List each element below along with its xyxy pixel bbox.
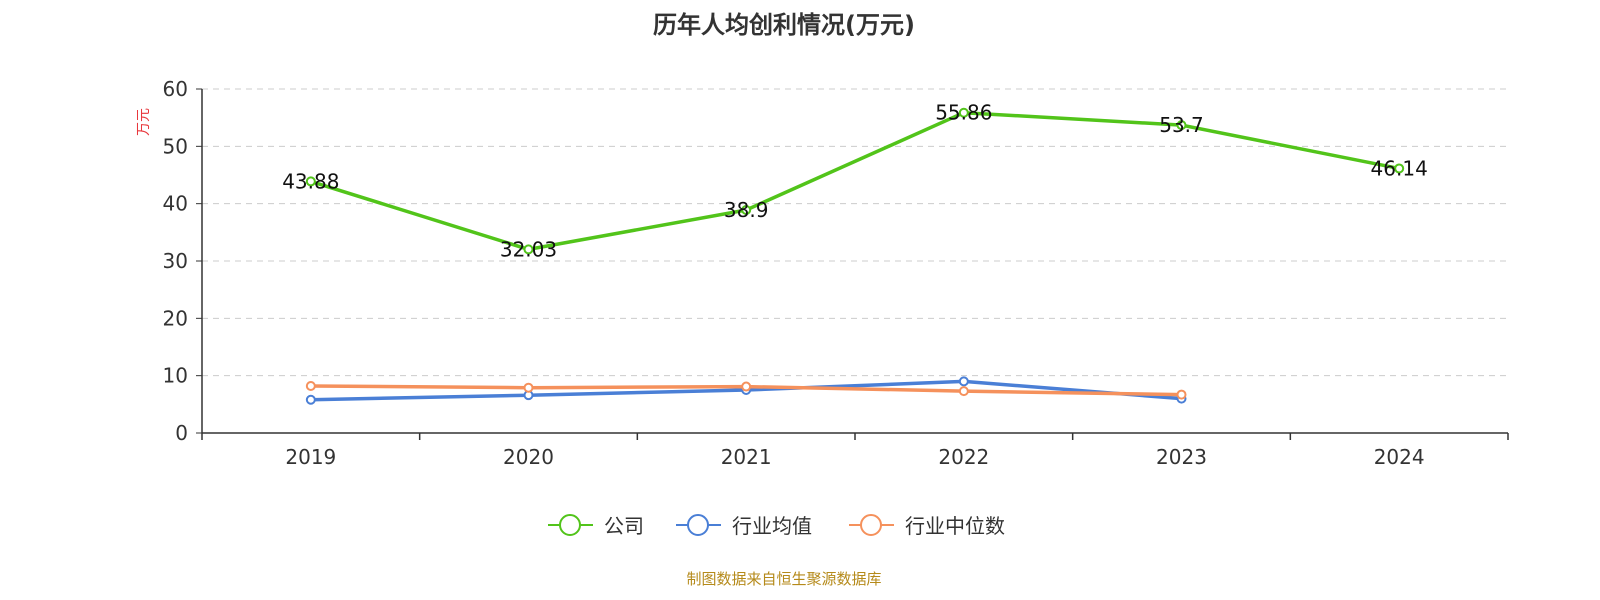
data-label: 38.9 [724, 198, 769, 222]
data-label: 53.7 [1159, 113, 1204, 137]
data-point [958, 107, 969, 118]
x-tick-label: 2019 [285, 445, 336, 469]
data-point [305, 176, 316, 187]
x-tick-label: 2022 [938, 445, 989, 469]
x-tick-label: 2023 [1156, 445, 1207, 469]
data-point [741, 204, 752, 215]
legend-marker [860, 514, 882, 536]
source-note: 制图数据来自恒生聚源数据库 [686, 570, 881, 588]
legend: 公司 行业均值 行业中位数 [548, 514, 1005, 538]
y-tick-label: 60 [163, 77, 188, 101]
series-line [310, 110, 1400, 252]
y-tick-label: 0 [175, 421, 188, 445]
data-point [523, 382, 534, 393]
data-point [958, 386, 969, 397]
gridlines [202, 88, 1508, 377]
legend-marker [687, 514, 709, 536]
chart-title: 历年人均创利情况(万元) [653, 11, 915, 39]
axes: 0 10 20 30 40 50 60 2019 2020 2021 2022 2023 2024 [163, 77, 1509, 469]
y-tick-label: 30 [163, 249, 188, 273]
data-label: 43.88 [282, 169, 339, 193]
legend-label: 行业中位数 [905, 514, 1005, 538]
data-point [305, 380, 316, 391]
data-points [305, 107, 1405, 405]
data-label: 32.03 [500, 237, 557, 261]
data-point [1176, 120, 1187, 131]
x-tick-label: 2020 [503, 445, 554, 469]
data-point [523, 244, 534, 255]
x-tick-label: 2024 [1374, 445, 1425, 469]
legend-label: 行业均值 [732, 514, 812, 538]
data-label: 46.14 [1371, 156, 1428, 180]
y-tick-label: 50 [163, 134, 188, 158]
data-point [1176, 389, 1187, 400]
data-point [741, 381, 752, 392]
data-label: 55.86 [935, 101, 992, 125]
data-point [305, 394, 316, 405]
legend-marker [559, 514, 581, 536]
data-point [958, 376, 969, 387]
data-point [1394, 163, 1405, 174]
data-labels: 43.88 32.03 38.9 55.86 53.7 46.14 [282, 101, 1428, 262]
series-lines [310, 110, 1400, 402]
y-axis-label: 万元 [136, 108, 152, 136]
legend-label: 公司 [604, 514, 644, 538]
y-tick-label: 40 [163, 192, 188, 216]
x-tick-label: 2021 [721, 445, 772, 469]
y-tick-label: 10 [163, 364, 188, 388]
y-tick-label: 20 [163, 306, 188, 330]
